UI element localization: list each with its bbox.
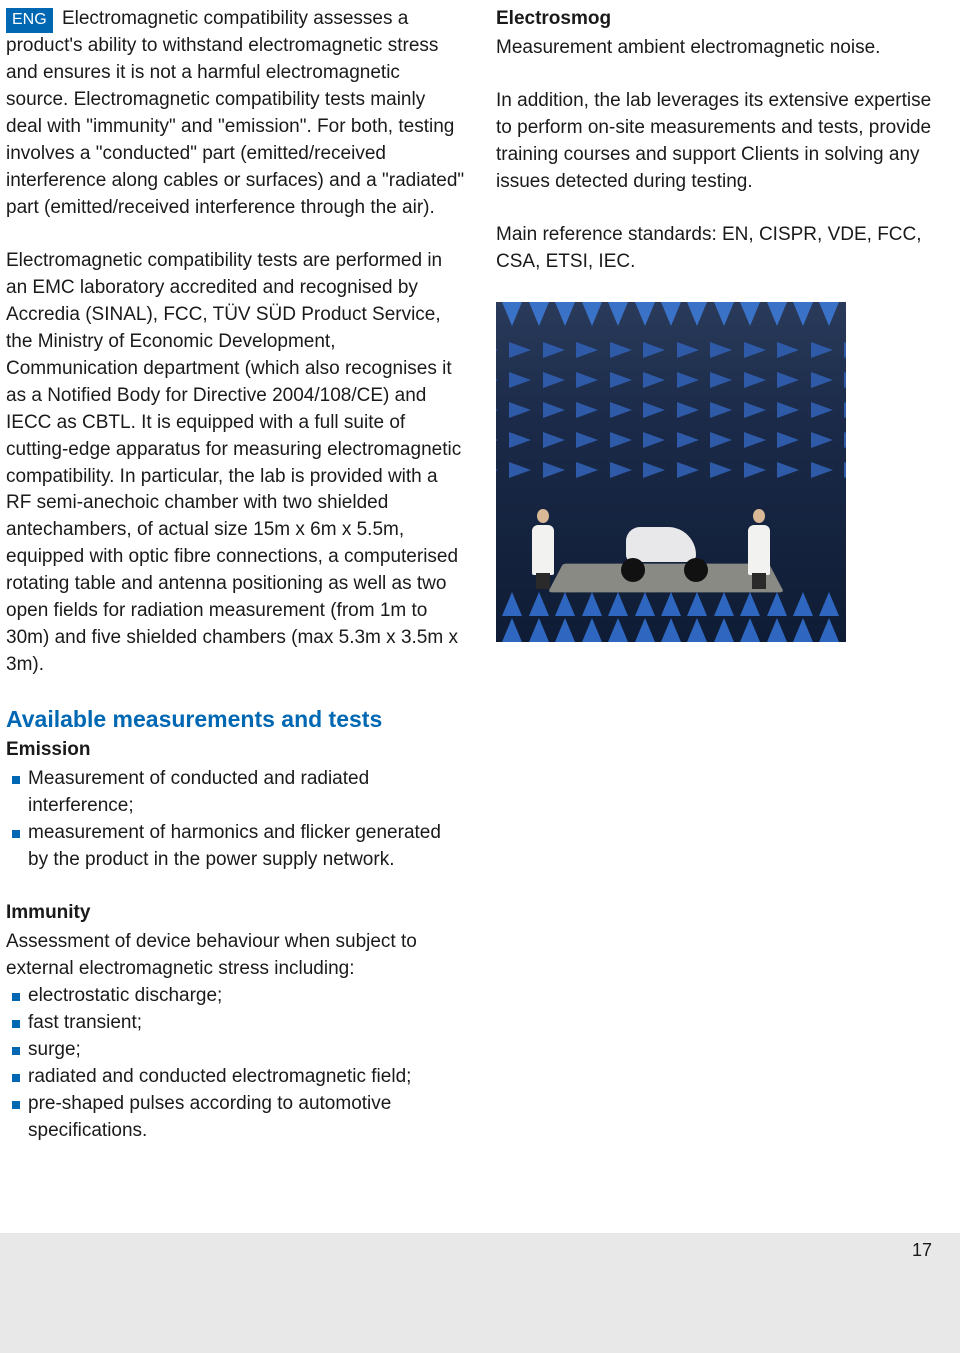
document-page: ENG Electromagnetic compatibility assess… — [0, 0, 960, 1353]
left-column: ENG Electromagnetic compatibility assess… — [6, 6, 466, 1171]
list-item: Measurement of conducted and radiated in… — [6, 766, 466, 820]
immunity-heading: Immunity — [6, 900, 466, 927]
list-item: electrostatic discharge; — [6, 983, 466, 1010]
section-heading: Available measurements and tests — [6, 705, 466, 735]
scooter-sample — [616, 522, 716, 582]
anechoic-chamber-photo — [496, 302, 846, 642]
list-item: pre-shaped pulses according to automotiv… — [6, 1091, 466, 1145]
list-item: radiated and conducted electromagnetic f… — [6, 1064, 466, 1091]
immunity-list: electrostatic discharge; fast transient;… — [6, 983, 466, 1145]
technician — [746, 507, 772, 587]
intro-paragraph-1: ENG Electromagnetic compatibility assess… — [6, 6, 466, 222]
language-badge: ENG — [6, 8, 53, 33]
emission-heading: Emission — [6, 737, 466, 764]
list-item: surge; — [6, 1037, 466, 1064]
technician — [530, 507, 556, 587]
electrosmog-heading: Electrosmog — [496, 6, 941, 33]
two-column-layout: ENG Electromagnetic compatibility assess… — [6, 6, 940, 1171]
right-paragraph-3: Main reference standards: EN, CISPR, VDE… — [496, 222, 941, 276]
list-item: fast transient; — [6, 1010, 466, 1037]
emission-list: Measurement of conducted and radiated in… — [6, 766, 466, 874]
intro-text-1: Electromagnetic compatibility assesses a… — [6, 8, 464, 218]
list-item: measurement of harmonics and flicker gen… — [6, 820, 466, 874]
right-column: Electrosmog Measurement ambient electrom… — [496, 6, 941, 1171]
immunity-intro: Assessment of device behaviour when subj… — [6, 929, 466, 983]
footer-bar — [0, 1233, 960, 1353]
intro-paragraph-2: Electromagnetic compatibility tests are … — [6, 248, 466, 680]
page-number: 17 — [912, 1240, 932, 1261]
right-paragraph-2: In addition, the lab leverages its exten… — [496, 88, 941, 196]
electrosmog-text: Measurement ambient electromagnetic nois… — [496, 35, 941, 62]
